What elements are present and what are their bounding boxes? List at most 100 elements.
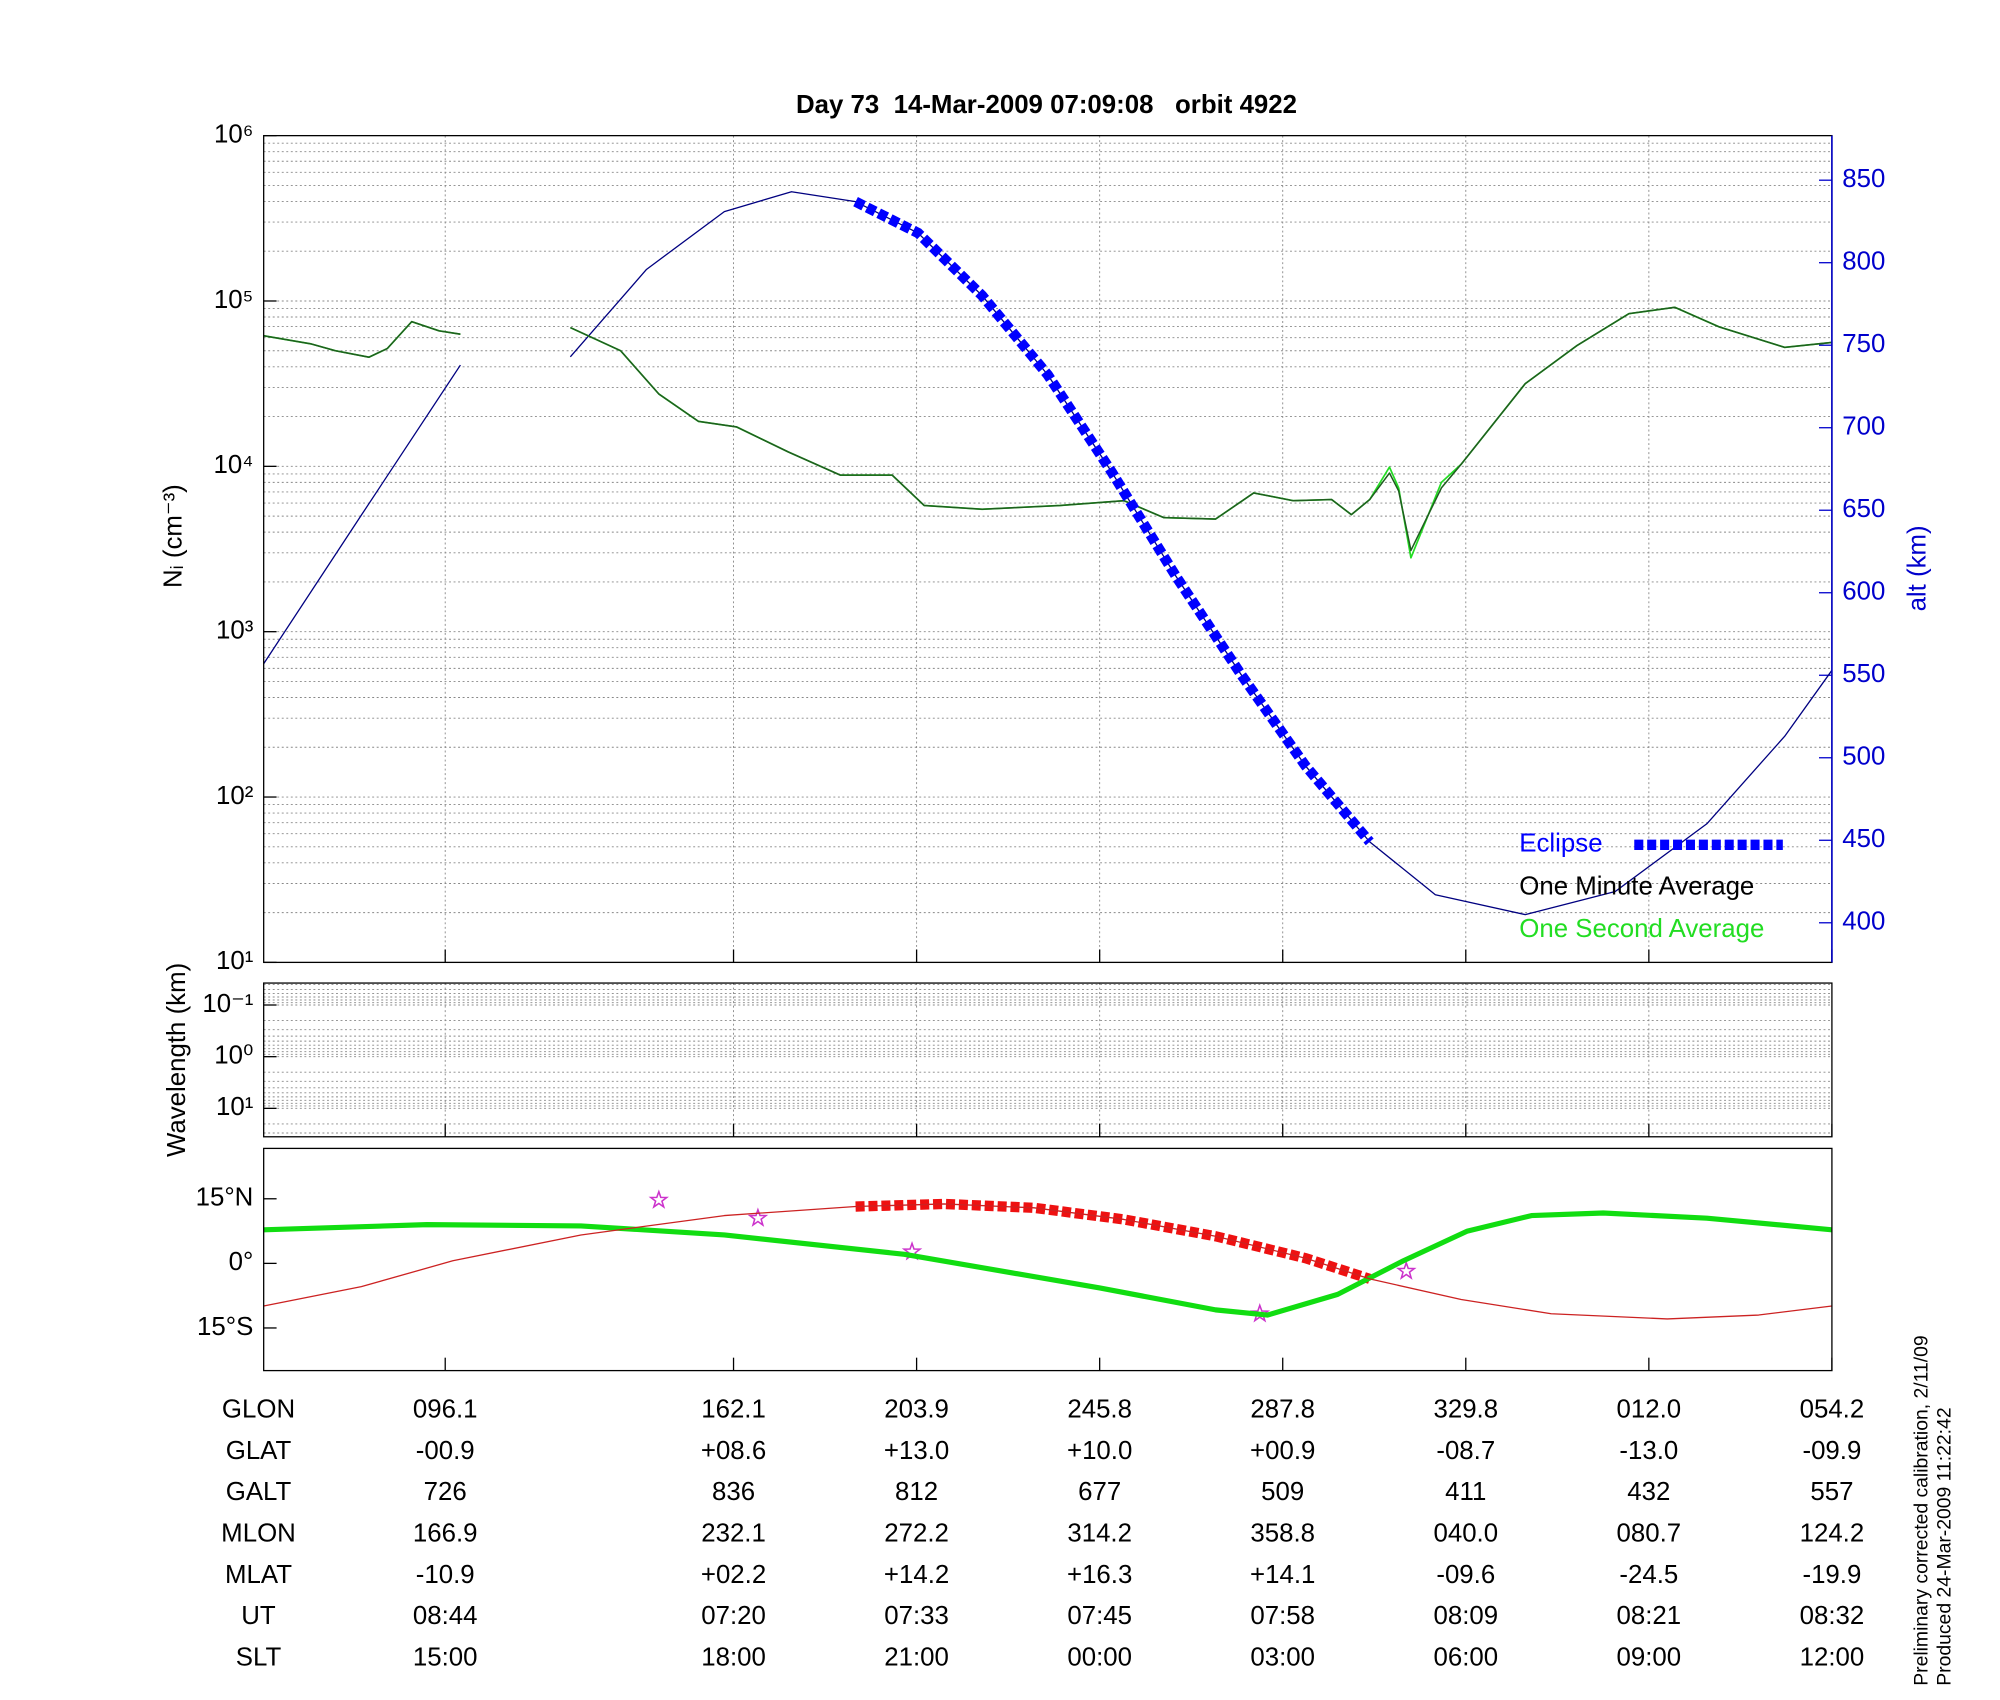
y-tick-label: 15°N: [196, 1184, 254, 1212]
y-tick-label: 10³: [216, 617, 254, 645]
panel: [263, 1148, 1832, 1371]
table-cell: +13.0: [884, 1437, 949, 1465]
table-cell: 07:58: [1250, 1602, 1315, 1630]
table-cell: 411: [1445, 1478, 1486, 1506]
footer-note: Preliminary corrected calibration, 2/11/…: [1910, 1335, 1932, 1685]
y-tick-label: 10¹: [216, 947, 254, 975]
table-cell: +10.0: [1067, 1437, 1132, 1465]
table-cell: +16.3: [1067, 1561, 1132, 1589]
data-line: [570, 306, 1832, 552]
panel: [263, 983, 1832, 1137]
table-cell: 509: [1261, 1478, 1304, 1506]
table-cell: 18:00: [701, 1643, 766, 1671]
row-label: GALT: [226, 1478, 292, 1506]
y-tick-label: 0°: [229, 1248, 254, 1276]
table-cell: 080.7: [1617, 1519, 1682, 1547]
panel-frame: [263, 1147, 1833, 1372]
table-cell: -08.7: [1436, 1437, 1495, 1465]
table-cell: 15:00: [413, 1643, 478, 1671]
footer-note: Produced 24-Mar-2009 11:22:42: [1934, 1407, 1956, 1685]
table-cell: 12:00: [1800, 1643, 1865, 1671]
row-label: UT: [241, 1602, 276, 1630]
table-cell: +14.2: [884, 1561, 949, 1589]
star-marker: [1396, 1260, 1417, 1280]
table-cell: 272.2: [884, 1519, 949, 1547]
panel-frame: [263, 982, 1833, 1138]
y-axis-label: Wavelength (km): [163, 963, 191, 1157]
y2-tick-label: 600: [1842, 578, 1885, 606]
y-axis-label: Nᵢ (cm⁻³): [159, 484, 187, 588]
y2-axis-label: alt (km): [1903, 525, 1931, 611]
legend-label: One Minute Average: [1519, 872, 1754, 900]
table-cell: -13.0: [1619, 1437, 1678, 1465]
table-cell: 07:20: [701, 1602, 766, 1630]
table-cell: 124.2: [1800, 1519, 1865, 1547]
table-cell: 08:32: [1800, 1602, 1865, 1630]
data-line: [263, 320, 461, 358]
y2-tick-label: 450: [1842, 825, 1885, 853]
data-line: [263, 1203, 1832, 1320]
table-cell: 677: [1078, 1478, 1121, 1506]
row-label: MLON: [221, 1519, 296, 1547]
y2-tick-label: 500: [1842, 743, 1885, 771]
table-cell: 07:33: [884, 1602, 949, 1630]
table-cell: -10.9: [416, 1561, 475, 1589]
table-cell: 08:09: [1433, 1602, 1498, 1630]
table-cell: 812: [895, 1478, 938, 1506]
table-cell: 040.0: [1433, 1519, 1498, 1547]
star-marker: [747, 1207, 769, 1227]
table-cell: +00.9: [1250, 1437, 1315, 1465]
table-cell: 03:00: [1250, 1643, 1315, 1671]
eclipse-line: [853, 197, 1374, 846]
y2-tick-label: 800: [1842, 248, 1885, 276]
y2-tick-label: 650: [1842, 495, 1885, 523]
table-cell: 232.1: [701, 1519, 766, 1547]
y2-tick-label: 700: [1842, 413, 1885, 441]
table-cell: 00:00: [1067, 1643, 1132, 1671]
table-cell: 08:21: [1617, 1602, 1682, 1630]
row-label: GLON: [222, 1395, 295, 1423]
table-cell: 557: [1810, 1478, 1853, 1506]
table-cell: -24.5: [1619, 1561, 1678, 1589]
table-cell: 432: [1627, 1478, 1670, 1506]
table-cell: 726: [424, 1478, 467, 1506]
table-cell: 203.9: [884, 1395, 949, 1423]
row-label: GLAT: [226, 1437, 292, 1465]
chart-title: Day 73 14-Mar-2009 07:09:08 orbit 4922: [796, 91, 1297, 119]
table-cell: 329.8: [1433, 1395, 1498, 1423]
y2-tick-label: 850: [1842, 165, 1885, 193]
y-tick-label: 10²: [216, 782, 254, 810]
table-cell: 245.8: [1067, 1395, 1132, 1423]
data-line: [569, 191, 1833, 916]
y2-tick-label: 750: [1842, 330, 1885, 358]
table-cell: +14.1: [1250, 1561, 1315, 1589]
y2-tick-label: 400: [1842, 908, 1885, 936]
table-cell: -09.9: [1802, 1437, 1861, 1465]
table-cell: -09.6: [1436, 1561, 1495, 1589]
table-cell: 09:00: [1617, 1643, 1682, 1671]
y-tick-label: 15°S: [197, 1313, 253, 1341]
table-cell: -19.9: [1802, 1561, 1861, 1589]
row-label: SLT: [236, 1643, 282, 1671]
table-cell: 314.2: [1067, 1519, 1132, 1547]
table-cell: 054.2: [1800, 1395, 1865, 1423]
star-marker: [648, 1189, 669, 1209]
table-cell: 08:44: [413, 1602, 478, 1630]
table-cell: 287.8: [1250, 1395, 1315, 1423]
y2-tick-label: 550: [1842, 660, 1885, 688]
table-cell: 836: [712, 1478, 755, 1506]
y-tick-label: 10⁴: [214, 451, 254, 479]
table-cell: 012.0: [1617, 1395, 1682, 1423]
table-cell: 358.8: [1250, 1519, 1315, 1547]
legend-label: Eclipse: [1519, 830, 1602, 858]
table-cell: +08.6: [701, 1437, 766, 1465]
table-cell: 06:00: [1433, 1643, 1498, 1671]
legend-label: One Second Average: [1519, 915, 1764, 943]
table-cell: +02.2: [701, 1561, 766, 1589]
table-cell: 07:45: [1067, 1602, 1132, 1630]
data-line: [263, 364, 461, 665]
y-tick-label: 10⁰: [214, 1042, 253, 1070]
y-tick-label: 10⁶: [214, 120, 253, 148]
